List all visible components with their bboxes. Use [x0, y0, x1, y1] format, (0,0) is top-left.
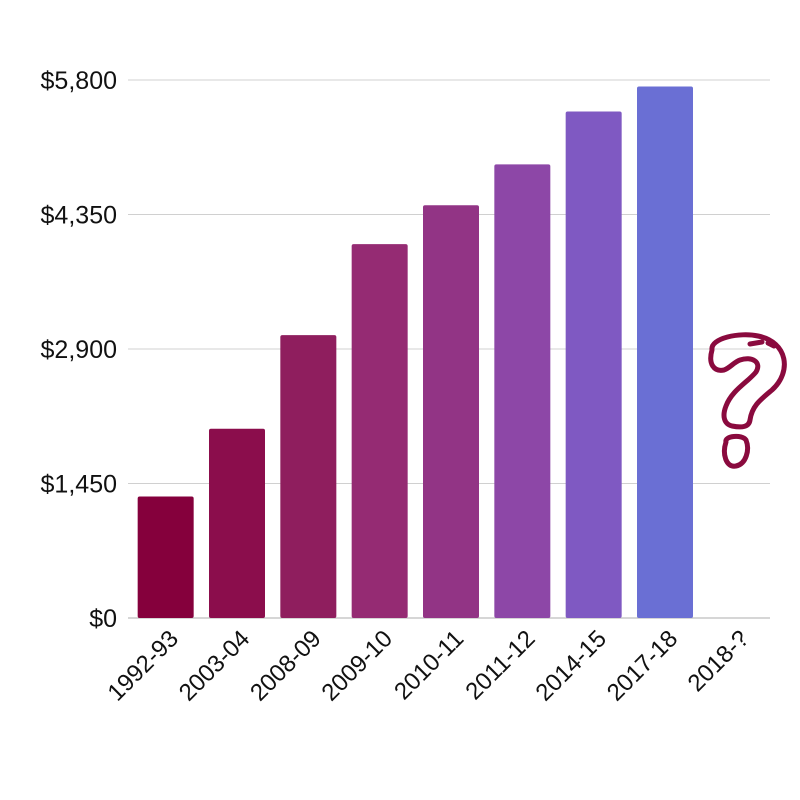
- bar-2014-15: [565, 111, 622, 618]
- bar-2009-10: [351, 244, 408, 619]
- bar-2008-09: [280, 335, 337, 618]
- y-tick-label: $5,800: [41, 67, 117, 95]
- x-tick-label: 1992-93: [103, 625, 184, 706]
- bar-2017-18: [637, 86, 693, 618]
- x-tick-label: 2018-?: [683, 625, 755, 697]
- x-tick-label: 2011-12: [460, 625, 540, 705]
- x-tick-label: 2010-11: [389, 625, 469, 705]
- y-tick-label: $1,450: [41, 471, 117, 499]
- x-tick-label: 2014-15: [531, 625, 612, 706]
- y-axis-ticks: $0 $1,450 $2,900 $4,350 $5,800: [41, 67, 117, 633]
- y-tick-label: $2,900: [41, 336, 117, 364]
- x-tick-label: 2008-09: [245, 625, 326, 706]
- x-tick-label: 2003-04: [174, 625, 255, 706]
- x-axis-ticks: 1992-932003-042008-092009-102010-112011-…: [103, 625, 755, 706]
- bar-1992-93: [137, 496, 194, 618]
- bars: [137, 86, 693, 619]
- x-tick-label: 2009-10: [317, 625, 398, 706]
- bar-2011-12: [494, 164, 551, 618]
- y-tick-label: $4,350: [41, 202, 117, 230]
- x-tick-label: 2017-18: [602, 625, 683, 706]
- bar-2003-04: [209, 428, 265, 618]
- question-mark-icon: [708, 332, 787, 469]
- bar-2010-11: [423, 205, 479, 619]
- y-tick-label: $0: [89, 605, 117, 633]
